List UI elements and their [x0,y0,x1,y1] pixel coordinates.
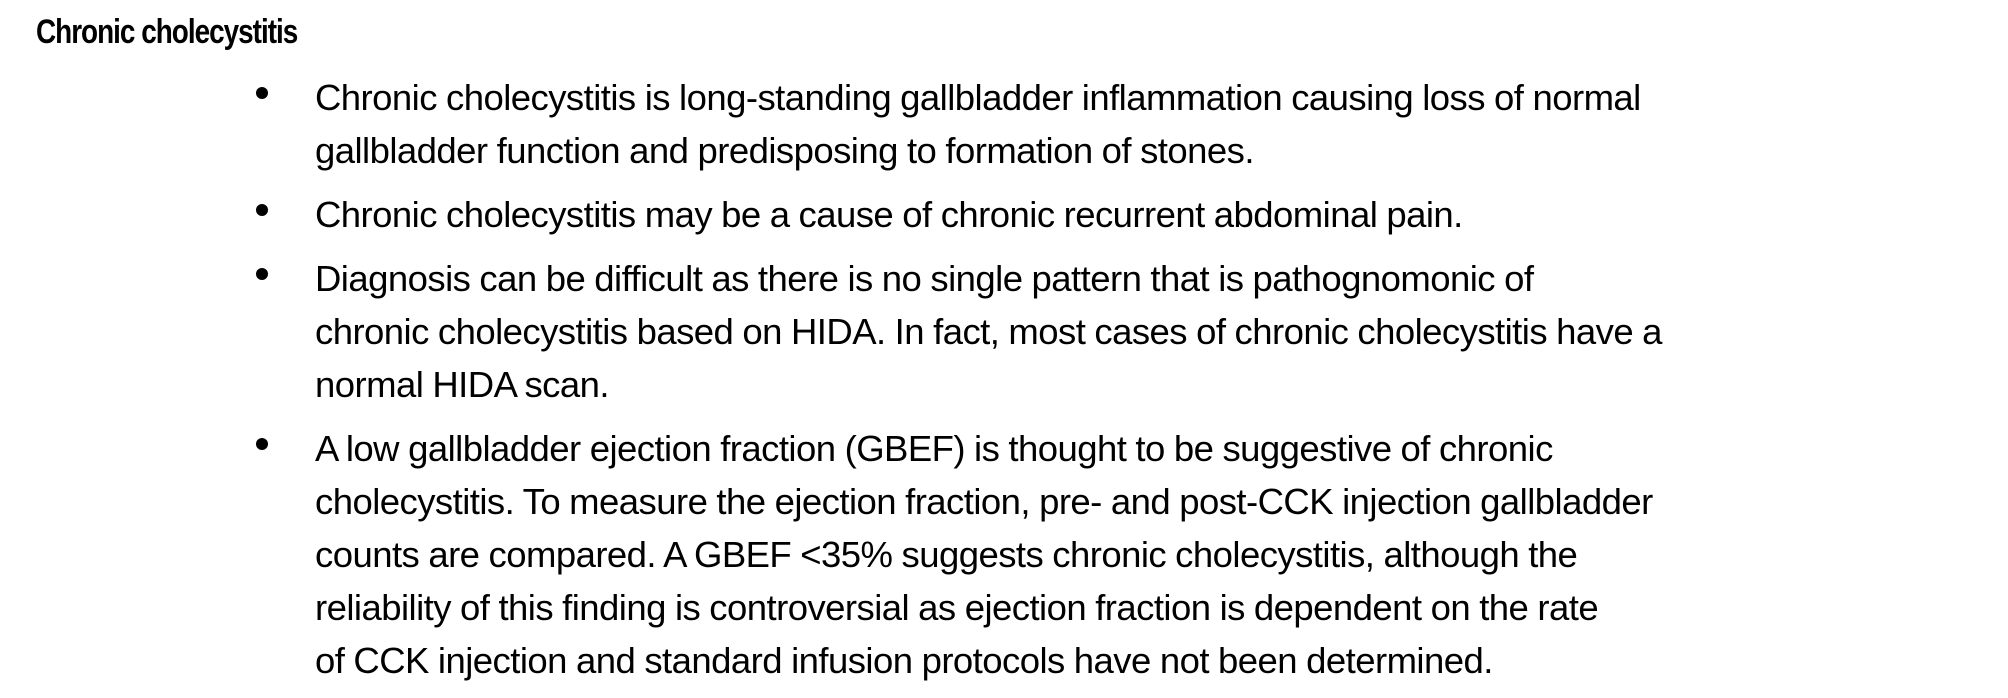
bullet-item: Chronic cholecystitis is long-standing g… [0,71,2008,177]
bullet-text: Chronic cholecystitis is long-standing g… [315,71,1925,177]
bullet-text: Chronic cholecystitis may be a cause of … [315,188,1925,241]
bullet-text: Diagnosis can be difficult as there is n… [315,252,1925,411]
text-line: normal HIDA scan. [315,364,609,405]
bullet-item: A low gallbladder ejection fraction (GBE… [0,422,2008,687]
text-line: cholecystitis. To measure the ejection f… [315,481,1653,522]
bullet-dot-icon [256,268,268,280]
section-heading: Chronic cholecystitis [36,13,298,51]
bullet-dot-icon [256,438,268,450]
text-line: chronic cholecystitis based on HIDA. In … [315,311,1662,352]
bullet-dot-icon [256,204,268,216]
bullet-item: Diagnosis can be difficult as there is n… [0,252,2008,411]
bullet-text: A low gallbladder ejection fraction (GBE… [315,422,1925,687]
text-line: A low gallbladder ejection fraction (GBE… [315,428,1553,469]
text-line: reliability of this finding is controver… [315,587,1599,628]
bullet-list: Chronic cholecystitis is long-standing g… [0,71,2008,698]
text-line: Chronic cholecystitis may be a cause of … [315,194,1463,235]
bullet-dot-icon [256,87,268,99]
text-line: counts are compared. A GBEF <35% suggest… [315,534,1578,575]
text-line: of CCK injection and standard infusion p… [315,640,1493,681]
text-line: Chronic cholecystitis is long-standing g… [315,77,1641,118]
text-line: gallbladder function and predisposing to… [315,130,1254,171]
text-line: Diagnosis can be difficult as there is n… [315,258,1534,299]
bullet-item: Chronic cholecystitis may be a cause of … [0,188,2008,241]
